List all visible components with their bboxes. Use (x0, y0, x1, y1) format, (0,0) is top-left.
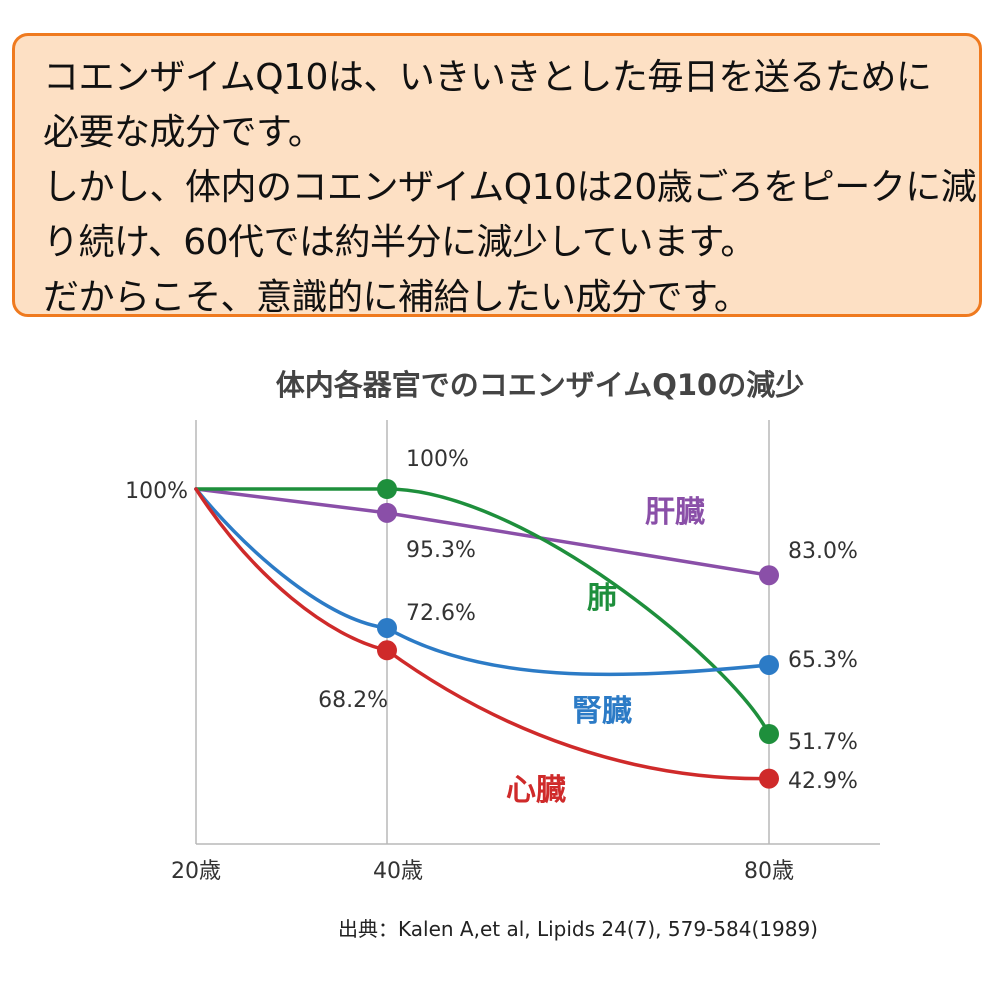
series-name-kidney: 腎臓 (572, 694, 632, 729)
chart-title: 体内各器官でのコエンザイムQ10の減少 (276, 368, 804, 402)
series-name-lung: 肺 (587, 581, 617, 616)
value-label-kidney-1: 72.6% (406, 601, 476, 626)
callout-line-4: り続け、60代では約半分に減少しています。 (43, 222, 756, 263)
intro-callout: コエンザイムQ10は、いきいきとした毎日を送るために 必要な成分です。 しかし、… (12, 33, 982, 318)
value-label-liver-1: 95.3% (406, 538, 476, 563)
source-citation: 出典：Kalen A,et al, Lipids 24(7), 579-584(… (338, 917, 818, 941)
coq10-decline-chart: 体内各器官でのコエンザイムQ10の減少 95.3% 83.0% 100% 51.7% 7… (125, 368, 880, 941)
marker-lung-1 (377, 479, 397, 499)
y-tick-label-100: 100% (125, 479, 188, 504)
value-label-heart-1: 68.2% (318, 688, 388, 713)
marker-heart-2 (759, 768, 779, 789)
data-labels: 95.3% 83.0% 100% 51.7% 72.6% 65.3% 68.2% 42.9% (318, 447, 858, 794)
value-label-lung-1: 100% (406, 447, 469, 472)
callout-line-3: しかし、体内のコエンザイムQ10は20歳ごろをピークに減 (43, 167, 977, 208)
value-label-heart-2: 42.9% (788, 769, 858, 794)
x-tick-label-80: 80歳 (744, 859, 794, 884)
marker-kidney-1 (377, 617, 397, 638)
callout-line-2: 必要な成分です。 (43, 112, 324, 153)
value-label-lung-2: 51.7% (788, 730, 858, 755)
x-tick-label-20: 20歳 (171, 859, 221, 884)
series-line-lung (194, 487, 771, 736)
x-tick-label-40: 40歳 (373, 859, 423, 884)
marker-liver-2 (759, 565, 779, 586)
value-label-kidney-2: 65.3% (788, 648, 858, 673)
marker-lung-2 (759, 723, 779, 744)
series-lines (194, 487, 771, 781)
callout-line-5: だからこそ、意識的に補給したい成分です。 (43, 277, 750, 318)
marker-kidney-2 (759, 654, 779, 675)
callout-line-1: コエンザイムQ10は、いきいきとした毎日を送るために (43, 57, 932, 98)
series-line-liver (194, 487, 771, 577)
marker-liver-1 (377, 502, 397, 523)
series-line-heart (194, 487, 771, 781)
series-line-kidney (194, 487, 771, 677)
data-markers (377, 479, 779, 789)
series-name-liver: 肝臓 (645, 495, 705, 530)
marker-heart-1 (377, 640, 397, 661)
series-name-heart: 心臓 (506, 773, 566, 808)
value-label-liver-2: 83.0% (788, 539, 858, 564)
